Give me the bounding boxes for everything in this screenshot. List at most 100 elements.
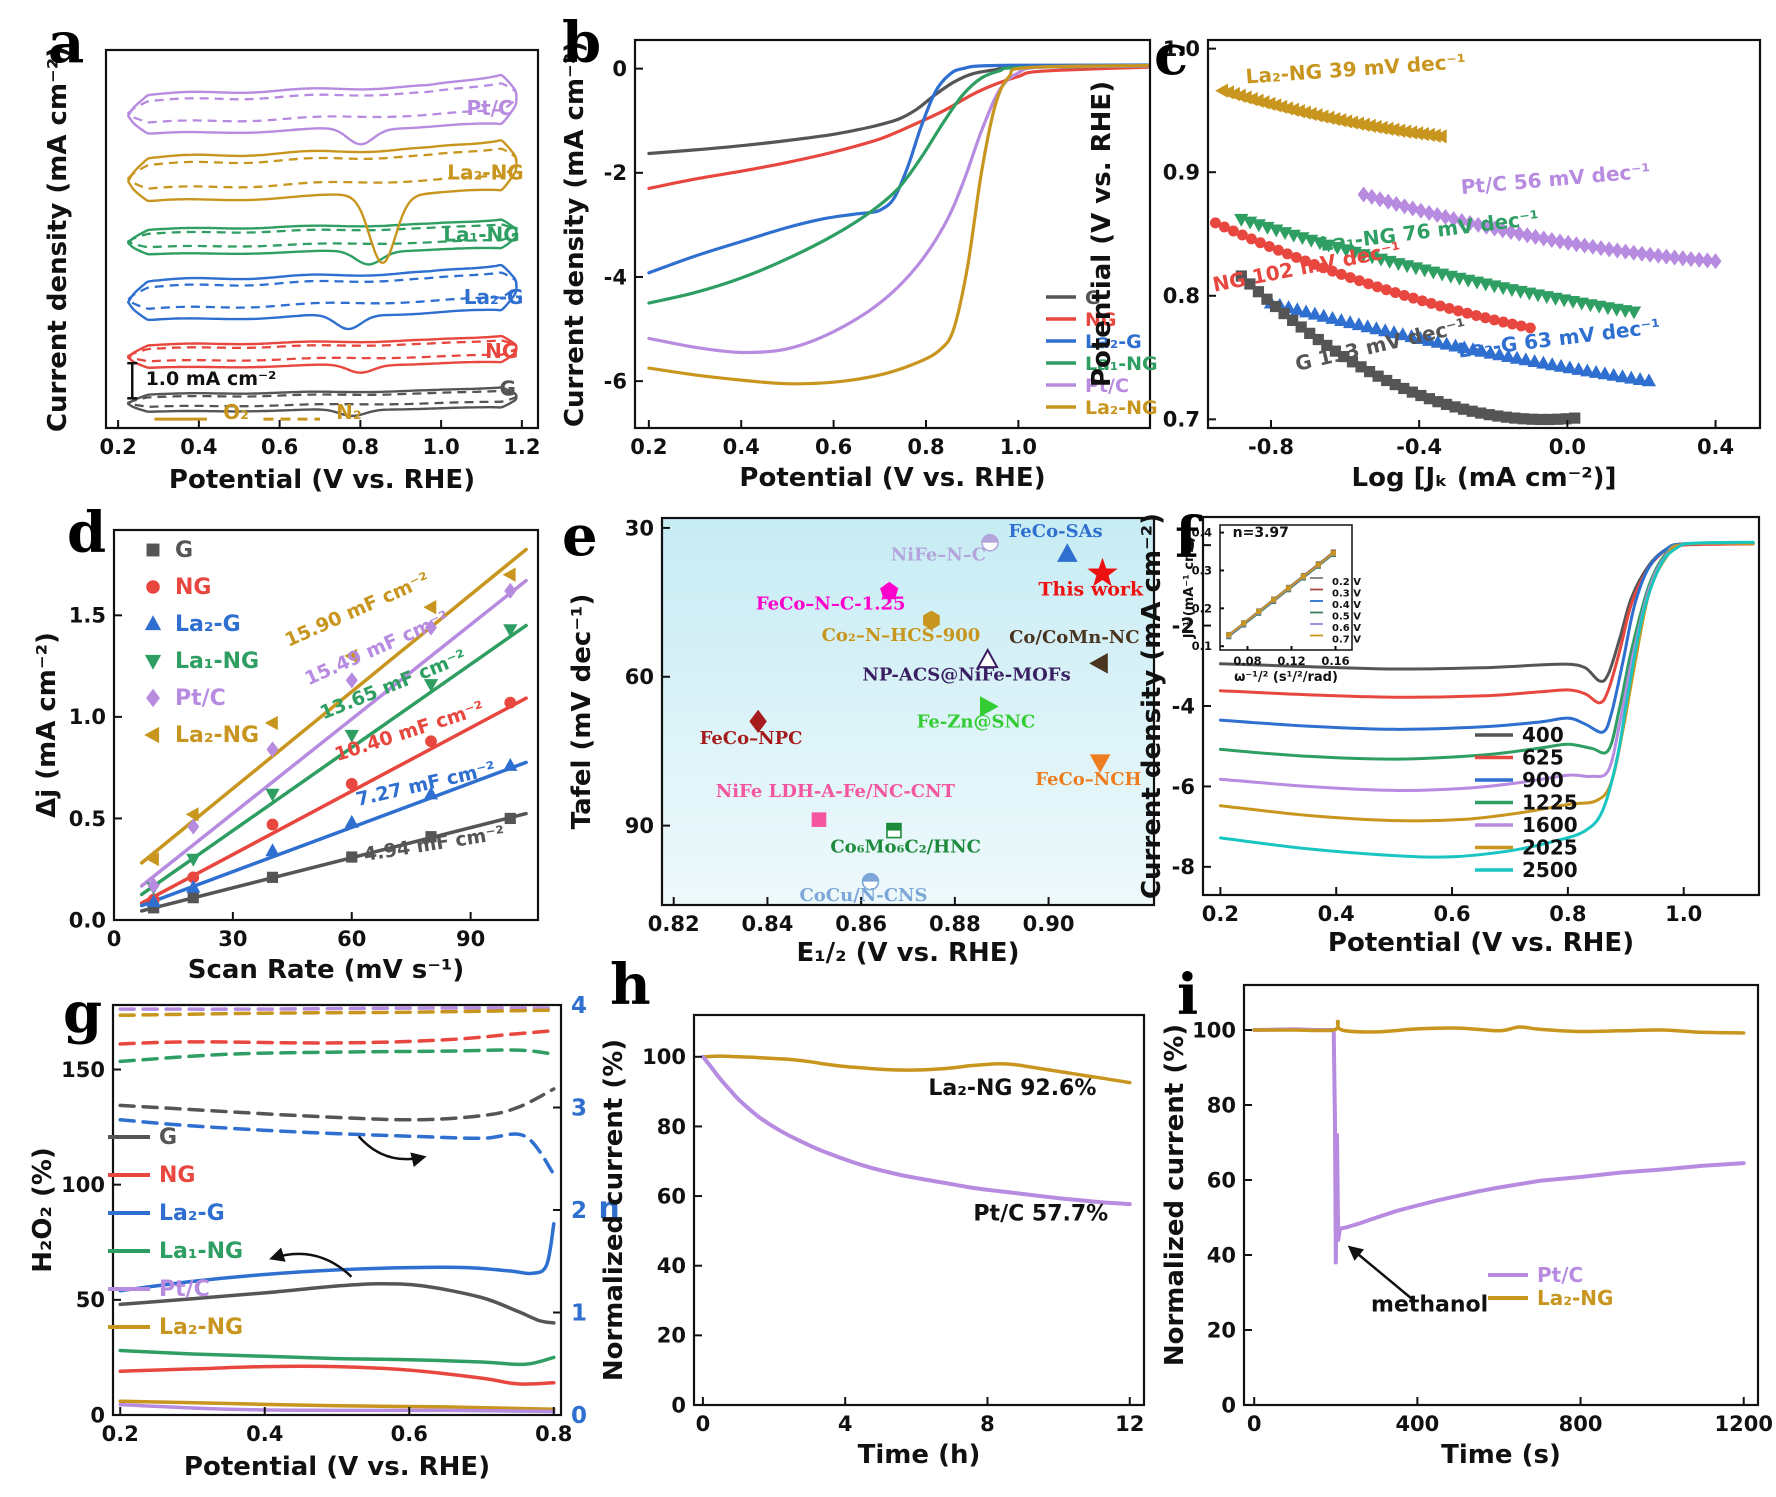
svg-text:0: 0 <box>671 1393 686 1417</box>
panel-b: b 0.2 0.4 0.6 0.8 1.0 0 -2 -4 -6 Potential (V vs.… <box>550 5 1162 510</box>
svg-text:0: 0 <box>107 927 122 951</box>
svg-text:-4: -4 <box>1172 694 1195 718</box>
svg-text:NiFe LDH-A-Fe/NC-CNT: NiFe LDH-A-Fe/NC-CNT <box>716 781 956 802</box>
svg-text:La₂-G: La₂-G <box>464 285 524 309</box>
svg-text:0.9: 0.9 <box>1163 161 1200 185</box>
svg-text:100: 100 <box>642 1045 686 1069</box>
svg-text:0.4: 0.4 <box>723 435 760 459</box>
panel-e: e 0.82 0.84 0.86 0.88 0.90 30 60 90 E₁/₂ (V vs. … <box>550 500 1172 975</box>
svg-text:Time (h): Time (h) <box>858 1440 981 1470</box>
svg-text:Pt/C 57.7%: Pt/C 57.7% <box>973 1201 1108 1226</box>
svg-text:1.2: 1.2 <box>503 435 540 459</box>
svg-text:4: 4 <box>571 993 587 1019</box>
svg-text:Potential (V vs. RHE): Potential (V vs. RHE) <box>739 463 1045 493</box>
svg-text:900: 900 <box>1522 768 1564 792</box>
svg-text:FeCo–N–C-1.25: FeCo–N–C-1.25 <box>756 593 906 614</box>
svg-text:Co₂–N–HCS-900: Co₂–N–HCS-900 <box>822 625 981 646</box>
svg-text:La₂-G: La₂-G <box>1085 331 1142 353</box>
svg-text:-4: -4 <box>604 265 627 289</box>
svg-text:La₁-NG: La₁-NG <box>1085 353 1158 375</box>
svg-text:100: 100 <box>61 1173 105 1197</box>
svg-text:8: 8 <box>980 1412 995 1436</box>
svg-text:NG: NG <box>485 339 518 363</box>
panel-b-letter: b <box>562 10 602 76</box>
svg-text:30: 30 <box>625 516 654 540</box>
svg-text:1.0: 1.0 <box>69 705 106 729</box>
svg-text:La₁-NG: La₁-NG <box>159 1239 243 1264</box>
svg-text:N₂: N₂ <box>336 400 362 424</box>
svg-text:0.2: 0.2 <box>1202 902 1239 926</box>
svg-text:0.3: 0.3 <box>1192 563 1212 577</box>
svg-text:0.5 V: 0.5 V <box>1332 612 1361 623</box>
svg-text:1600: 1600 <box>1522 813 1578 837</box>
svg-text:n: n <box>598 1191 618 1226</box>
svg-text:0.0: 0.0 <box>1549 435 1586 459</box>
svg-text:FeCo–NCH: FeCo–NCH <box>1035 769 1141 790</box>
svg-text:0: 0 <box>1247 1412 1262 1436</box>
svg-text:FeCo-SAs: FeCo-SAs <box>1009 521 1103 542</box>
svg-text:FeCo–NPC: FeCo–NPC <box>700 728 803 749</box>
svg-text:-2: -2 <box>1172 614 1195 638</box>
panel-a: a 0.2 0.4 0.6 0.8 1.0 1.2 Potential (V vs. RHE… <box>28 5 550 510</box>
svg-text:-8: -8 <box>1172 855 1195 879</box>
svg-text:NG: NG <box>175 575 211 600</box>
svg-text:Pt/C: Pt/C <box>159 1277 210 1302</box>
svg-text:-2: -2 <box>604 161 627 185</box>
svg-text:-6: -6 <box>1172 775 1195 799</box>
svg-text:Fe-Zn@SNC: Fe-Zn@SNC <box>917 711 1036 732</box>
panel-f-letter: f <box>1175 505 1200 571</box>
svg-text:-0.4: -0.4 <box>1396 435 1442 459</box>
svg-text:0.4 V: 0.4 V <box>1332 600 1361 611</box>
svg-text:Potential (V vs. RHE): Potential (V vs. RHE) <box>184 1452 490 1482</box>
svg-text:La₂-G: La₂-G <box>159 1201 225 1226</box>
svg-text:0.16: 0.16 <box>1321 654 1349 668</box>
svg-text:30: 30 <box>218 927 247 951</box>
panel-g-chart: 0.2 0.4 0.6 0.8 0 50 100 150 0 1 2 3 4 Potential (V v… <box>28 945 620 1497</box>
svg-text:J⁻¹ (mA⁻¹ cm²): J⁻¹ (mA⁻¹ cm²) <box>1182 537 1197 639</box>
svg-text:0: 0 <box>90 1403 105 1427</box>
svg-text:Pt/C: Pt/C <box>466 96 512 120</box>
svg-text:40: 40 <box>1207 1243 1236 1267</box>
svg-text:1.5: 1.5 <box>69 604 106 628</box>
svg-text:0: 0 <box>1180 533 1195 557</box>
panel-d-chart: 0 30 60 90 0.0 0.5 1.0 1.5 Scan Rate (mV s⁻¹) Δj … <box>28 505 550 989</box>
svg-text:0.82: 0.82 <box>648 912 700 936</box>
panel-f: f 0.2 0.4 0.6 0.8 1.0 0 -2 -4 -6 -8 Potential (V v… <box>1130 500 1776 975</box>
svg-text:0.12: 0.12 <box>1277 654 1305 668</box>
svg-text:800: 800 <box>1559 1412 1603 1436</box>
svg-text:1.0: 1.0 <box>1163 37 1200 61</box>
svg-text:0.6: 0.6 <box>261 435 298 459</box>
svg-text:12: 12 <box>1115 1412 1144 1436</box>
svg-text:0.3 V: 0.3 V <box>1332 589 1361 600</box>
svg-text:Potential (V vs. RHE): Potential (V vs. RHE) <box>1087 81 1117 387</box>
panel-f-chart: 0.2 0.4 0.6 0.8 1.0 0 -2 -4 -6 -8 Potential (V vs.… <box>1130 500 1776 979</box>
svg-text:90: 90 <box>456 927 485 951</box>
svg-text:80: 80 <box>1207 1093 1236 1117</box>
svg-text:0.8: 0.8 <box>342 435 379 459</box>
svg-text:0: 0 <box>571 1403 587 1429</box>
panel-b-chart: 0.2 0.4 0.6 0.8 1.0 0 -2 -4 -6 Potential (V vs. R… <box>550 5 1162 514</box>
svg-text:0: 0 <box>612 57 627 81</box>
svg-text:0.8: 0.8 <box>907 435 944 459</box>
svg-text:NP-ACS@NiFe-MOFs: NP-ACS@NiFe-MOFs <box>862 665 1070 686</box>
svg-text:G: G <box>159 1125 177 1150</box>
svg-text:NG: NG <box>1085 309 1117 331</box>
svg-text:1.0 mA cm⁻²: 1.0 mA cm⁻² <box>146 368 277 390</box>
svg-text:0.84: 0.84 <box>742 912 794 936</box>
svg-text:50: 50 <box>76 1288 105 1312</box>
svg-text:0.2: 0.2 <box>630 435 667 459</box>
panel-h-chart: 0 4 8 12 0 20 40 60 80 100 Time (h) Normalized curr… <box>595 945 1165 1497</box>
svg-text:1225: 1225 <box>1522 791 1578 815</box>
svg-text:40: 40 <box>657 1254 686 1278</box>
svg-text:G: G <box>1085 287 1101 309</box>
panel-i-chart: 0 400 800 1200 0 20 40 60 80 100 Time (s) Normalize… <box>1130 945 1776 1497</box>
panel-c: c -0.8 -0.4 0.0 0.4 0.7 0.8 0.9 1.0 Log [Jₖ (mA … <box>1066 5 1776 510</box>
svg-text:0.2: 0.2 <box>1192 601 1212 615</box>
svg-text:Current density (mA cm⁻²): Current density (mA cm⁻²) <box>560 41 590 427</box>
svg-text:0: 0 <box>1221 1393 1236 1417</box>
svg-text:4.94 mF cm⁻²: 4.94 mF cm⁻² <box>362 822 506 866</box>
svg-text:0.7 V: 0.7 V <box>1332 635 1361 646</box>
svg-text:3: 3 <box>571 1096 587 1122</box>
svg-text:0.08: 0.08 <box>1233 654 1261 668</box>
svg-text:20: 20 <box>657 1324 686 1348</box>
